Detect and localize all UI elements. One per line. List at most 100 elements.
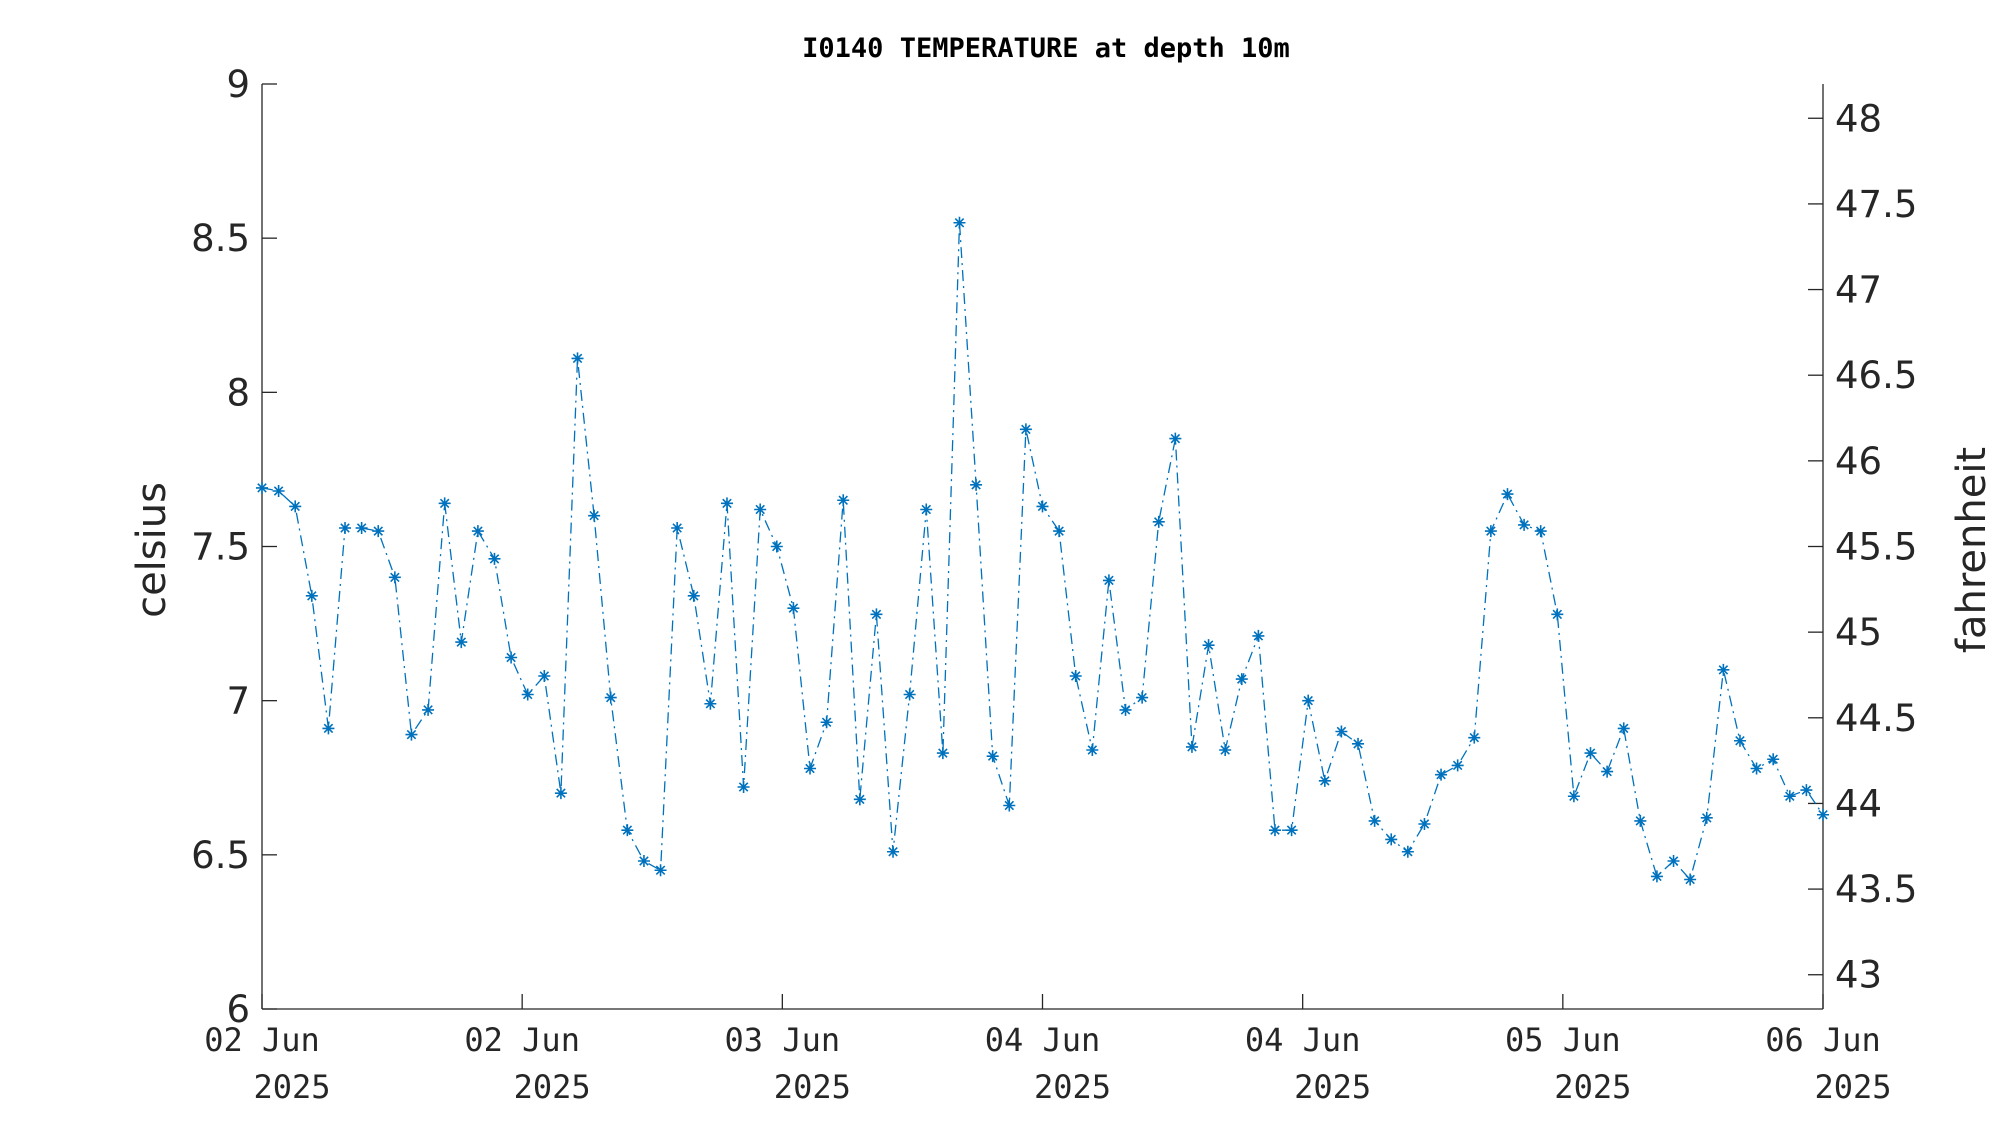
y-right-tick-label: 44	[1835, 782, 1882, 825]
data-point-marker	[571, 352, 584, 365]
data-point-marker	[488, 552, 501, 565]
data-point-marker	[256, 481, 268, 494]
data-point-marker	[1733, 734, 1746, 747]
data-point-marker	[986, 750, 999, 763]
data-point-marker	[505, 651, 518, 664]
data-point-marker	[1202, 639, 1215, 652]
data-point-marker	[1318, 774, 1331, 787]
data-point-marker	[1667, 855, 1680, 867]
data-point-marker	[339, 522, 352, 534]
data-point-marker	[853, 793, 866, 806]
data-point-marker	[654, 864, 667, 877]
data-point-marker	[588, 509, 601, 522]
data-point-marker	[289, 500, 302, 513]
data-point-marker	[1069, 670, 1082, 682]
chart-title: I0140 TEMPERATURE at depth 10m	[802, 33, 1290, 64]
x-tick-label-year: 2025	[1554, 1068, 1631, 1106]
data-point-marker	[1468, 731, 1481, 744]
y-left-tick-label: 8.5	[191, 217, 250, 260]
x-tick-label-year: 2025	[1034, 1068, 1111, 1106]
data-point-marker	[1401, 845, 1414, 858]
y-left-tick-label: 7.5	[191, 526, 250, 569]
y-right-tick-label: 47	[1835, 269, 1882, 312]
y-left-tick-label: 9	[226, 63, 250, 106]
data-point-marker	[671, 522, 684, 534]
data-point-marker	[1418, 818, 1431, 830]
data-point-marker	[837, 494, 850, 507]
data-point-marker	[1368, 814, 1381, 827]
data-point-marker	[1451, 759, 1464, 772]
data-point-marker	[1036, 500, 1049, 513]
data-point-marker	[820, 716, 833, 729]
data-point-marker	[770, 540, 783, 553]
data-point-marker	[538, 670, 551, 682]
y-right-tick-label: 45.5	[1835, 526, 1917, 569]
data-point-marker	[1534, 525, 1547, 538]
y-right-tick-label: 43.5	[1835, 868, 1917, 911]
x-tick-label-year: 2025	[1814, 1068, 1891, 1106]
x-tick-label-day: 06 Jun	[1765, 1021, 1881, 1059]
y-axis-label-left: celsius	[129, 482, 175, 618]
data-point-marker	[1800, 784, 1813, 797]
data-point-marker	[1767, 753, 1780, 766]
x-tick-label-year: 2025	[774, 1068, 851, 1106]
y-right-tick-label: 43	[1835, 954, 1882, 997]
data-point-marker	[1601, 765, 1614, 778]
data-point-marker	[1501, 488, 1514, 501]
data-point-marker	[621, 824, 634, 837]
data-point-marker	[887, 845, 900, 858]
x-tick-label-day: 04 Jun	[985, 1021, 1101, 1059]
x-tick-label-day: 02 Jun	[204, 1021, 320, 1059]
data-point-marker	[1684, 873, 1697, 886]
data-point-marker	[372, 525, 385, 538]
x-tick-label-day: 05 Jun	[1505, 1021, 1621, 1059]
data-point-marker	[1086, 744, 1099, 756]
data-point-marker	[787, 602, 800, 615]
data-point-marker	[1185, 740, 1198, 753]
data-point-marker	[1152, 515, 1165, 528]
data-point-marker	[804, 762, 817, 775]
y-right-tick-label: 45	[1835, 611, 1882, 654]
x-tick-label-year: 2025	[253, 1068, 330, 1106]
data-point-marker	[1352, 737, 1365, 750]
y-right-tick-label: 47.5	[1835, 183, 1917, 226]
data-point-marker	[953, 216, 966, 229]
data-point-marker	[1235, 673, 1248, 686]
data-point-marker	[920, 503, 933, 516]
y-right-tick-label: 48	[1835, 97, 1882, 140]
data-point-marker	[754, 503, 767, 516]
data-point-marker	[1019, 423, 1032, 436]
data-point-marker	[322, 722, 335, 735]
x-tick-label-day: 04 Jun	[1245, 1021, 1361, 1059]
data-point-marker	[355, 522, 368, 534]
data-point-marker	[1268, 824, 1281, 837]
data-point-marker	[1119, 703, 1132, 716]
x-tick-label-day: 02 Jun	[464, 1021, 580, 1059]
data-point-marker	[1003, 799, 1016, 812]
data-point-marker	[737, 781, 750, 793]
data-point-marker	[1435, 768, 1448, 781]
y-right-tick-label: 46	[1835, 440, 1882, 483]
data-point-marker	[1335, 725, 1348, 738]
data-point-marker	[1717, 663, 1730, 676]
data-point-marker	[720, 497, 733, 510]
y-left-tick-label: 6	[226, 988, 250, 1031]
data-point-marker	[1750, 762, 1763, 775]
data-point-marker	[1252, 629, 1265, 642]
x-axis-ticks: 02 Jun 2025 02 Jun 2025 03 Jun 2025 04 Jun 2025…	[204, 994, 1892, 1106]
data-point-marker	[471, 525, 484, 538]
data-point-marker	[704, 697, 717, 710]
chart-axes	[261, 84, 1824, 1010]
data-point-marker	[455, 636, 468, 649]
temperature-series-line	[261, 222, 1824, 881]
data-point-marker	[687, 589, 700, 602]
y-left-tick-label: 6.5	[191, 834, 250, 877]
data-point-marker	[272, 485, 285, 497]
data-point-marker	[1700, 811, 1713, 824]
y-axis-label-right: fahrenheit	[1949, 447, 1995, 653]
data-point-marker	[1551, 608, 1564, 621]
data-point-marker	[637, 855, 650, 867]
data-point-marker	[1285, 824, 1298, 837]
y-axis-left-ticks: 6 6.5 7 7.5 8 8.5 9	[191, 63, 277, 1031]
